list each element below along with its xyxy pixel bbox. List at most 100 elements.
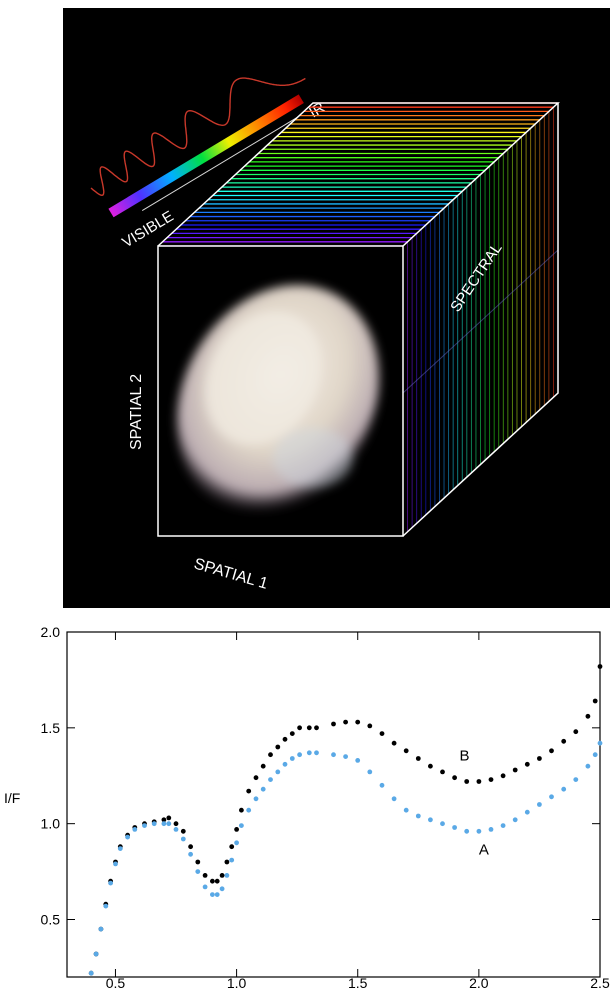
data-point	[98, 926, 104, 932]
series-a-points	[88, 740, 603, 976]
data-point	[161, 817, 167, 823]
data-point	[464, 779, 470, 784]
data-point	[275, 744, 281, 750]
data-point	[573, 729, 579, 735]
spatial-2-label: SPATIAL 2	[128, 374, 145, 450]
data-point	[440, 769, 445, 775]
data-point	[151, 821, 157, 827]
data-point	[229, 844, 235, 850]
data-point	[306, 750, 312, 756]
data-point	[488, 827, 494, 832]
data-point	[195, 869, 201, 874]
data-point	[224, 859, 230, 865]
right-face-diagonal	[402, 249, 559, 394]
data-point	[202, 884, 208, 890]
spectrum-bar	[108, 94, 304, 218]
data-point	[125, 834, 130, 840]
x-tick-label: 2.0	[469, 975, 489, 990]
data-point	[379, 731, 385, 736]
data-point	[452, 775, 457, 781]
data-point	[464, 828, 470, 834]
y-axis-label: I/F	[4, 790, 20, 806]
data-point	[500, 823, 506, 828]
data-point	[214, 878, 220, 884]
data-point	[234, 840, 240, 846]
data-point	[415, 756, 421, 761]
data-point	[415, 813, 421, 819]
data-point	[275, 769, 281, 775]
x-tick-label: 1.0	[227, 975, 247, 990]
data-point	[549, 748, 554, 754]
data-point	[331, 721, 336, 727]
data-point	[180, 836, 186, 842]
data-point	[314, 750, 319, 756]
data-point	[166, 821, 172, 827]
data-point	[403, 748, 409, 754]
reflectance-spectrum-chart: 0.5 1.0 1.5 2.0 2.5 0.51.01.52.0 I/F BA	[4, 624, 610, 990]
series-annotation-label: A	[479, 841, 489, 858]
data-point	[282, 736, 288, 742]
data-point	[289, 731, 295, 736]
data-point	[166, 815, 172, 821]
data-point	[142, 823, 147, 828]
data-point	[239, 807, 244, 813]
x-tick-label: 2.5	[590, 975, 610, 990]
data-point	[173, 827, 179, 832]
wavelength-wave-icon	[90, 77, 306, 197]
data-point	[132, 827, 138, 832]
data-point	[180, 828, 186, 834]
data-point	[234, 827, 240, 832]
cube-outline	[157, 102, 560, 537]
data-point	[452, 825, 457, 830]
data-point	[108, 880, 113, 886]
data-point	[549, 794, 554, 800]
data-point	[214, 892, 220, 897]
data-point	[93, 951, 99, 957]
data-point	[512, 817, 518, 823]
data-point	[597, 664, 603, 669]
data-point	[161, 821, 167, 827]
series-annotations: BA	[459, 747, 488, 858]
data-point	[367, 769, 373, 775]
plot-frame	[66, 631, 601, 978]
data-point	[229, 857, 235, 863]
data-point	[246, 807, 252, 813]
data-point	[573, 777, 579, 782]
data-point	[592, 752, 598, 758]
asteroid-image	[176, 285, 380, 515]
data-point	[428, 817, 433, 823]
data-point	[117, 846, 123, 851]
data-point	[537, 756, 542, 761]
data-point	[524, 761, 530, 767]
data-point	[282, 761, 288, 767]
data-point	[113, 861, 118, 867]
data-point	[428, 763, 433, 769]
data-point	[297, 725, 302, 731]
data-point	[379, 782, 385, 788]
data-point	[210, 892, 215, 897]
data-point	[297, 752, 302, 758]
data-point	[289, 756, 295, 761]
data-point	[314, 725, 319, 731]
data-point	[260, 786, 266, 792]
data-point	[331, 752, 336, 758]
data-point	[561, 786, 567, 792]
data-point	[253, 775, 259, 781]
x-tick-label: 0.5	[106, 975, 126, 990]
data-point	[224, 873, 230, 878]
y-axis-ticks: 0.5 1.0 1.5 2.0	[41, 624, 600, 928]
data-point	[173, 821, 179, 827]
data-point	[202, 873, 208, 878]
data-point	[355, 719, 361, 725]
data-point	[500, 773, 506, 779]
data-point	[103, 903, 109, 909]
data-point	[260, 763, 266, 769]
data-point	[188, 844, 194, 850]
data-point	[476, 779, 482, 784]
data-point	[219, 873, 225, 878]
data-point	[343, 719, 348, 725]
data-point	[391, 796, 397, 802]
data-point	[88, 970, 94, 976]
y-tick-label: 1.5	[41, 720, 61, 736]
data-point	[246, 788, 252, 794]
